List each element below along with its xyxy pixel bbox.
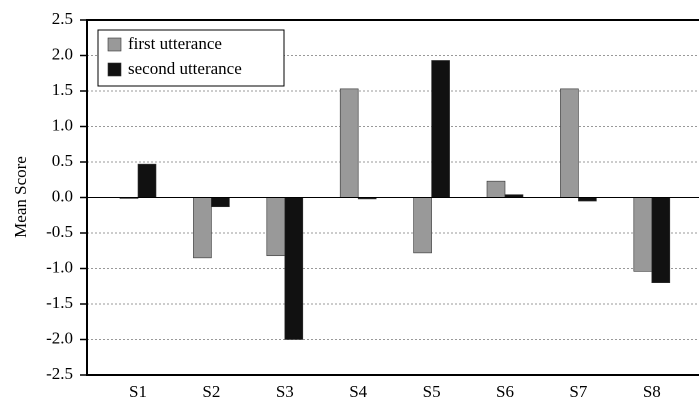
legend-swatch [107, 62, 122, 77]
bar [193, 197, 212, 259]
y-tick-label: -1.0 [46, 257, 73, 276]
legend-label: first utterance [128, 34, 222, 53]
bar [339, 88, 359, 198]
bar [211, 197, 230, 208]
y-tick-label: 0.0 [52, 186, 73, 205]
bar [486, 180, 506, 198]
x-tick-label: S3 [276, 382, 294, 401]
plot-border [86, 19, 699, 376]
y-tick-label: -1.5 [46, 293, 73, 312]
legend-box [97, 29, 285, 87]
x-tick-label: S6 [496, 382, 514, 401]
x-tick-label: S2 [202, 382, 220, 401]
x-tick-label: S4 [349, 382, 367, 401]
y-tick-label: -2.0 [46, 328, 73, 347]
y-tick-label: -2.5 [46, 364, 73, 383]
y-tick-label: 0.5 [52, 151, 73, 170]
x-tick-label: S7 [569, 382, 587, 401]
legend-label: second utterance [128, 59, 242, 78]
bar [560, 88, 579, 198]
legend-swatch [107, 37, 122, 52]
y-tick-label: -0.5 [46, 222, 73, 241]
bar [137, 163, 157, 198]
y-tick-label: 2.0 [52, 44, 73, 63]
bar [431, 60, 450, 198]
y-axis-label: Mean Score [11, 156, 30, 238]
bar [284, 197, 304, 340]
bar [578, 197, 597, 202]
x-tick-label: S8 [643, 382, 661, 401]
x-tick-label: S5 [423, 382, 441, 401]
y-tick-label: 2.5 [52, 9, 73, 28]
x-tick-label: S1 [129, 382, 147, 401]
y-tick-label: 1.0 [52, 115, 73, 134]
bar [413, 197, 432, 254]
bar [633, 197, 653, 272]
bar [651, 197, 671, 283]
y-tick-label: 1.5 [52, 80, 73, 99]
bar [266, 197, 286, 257]
